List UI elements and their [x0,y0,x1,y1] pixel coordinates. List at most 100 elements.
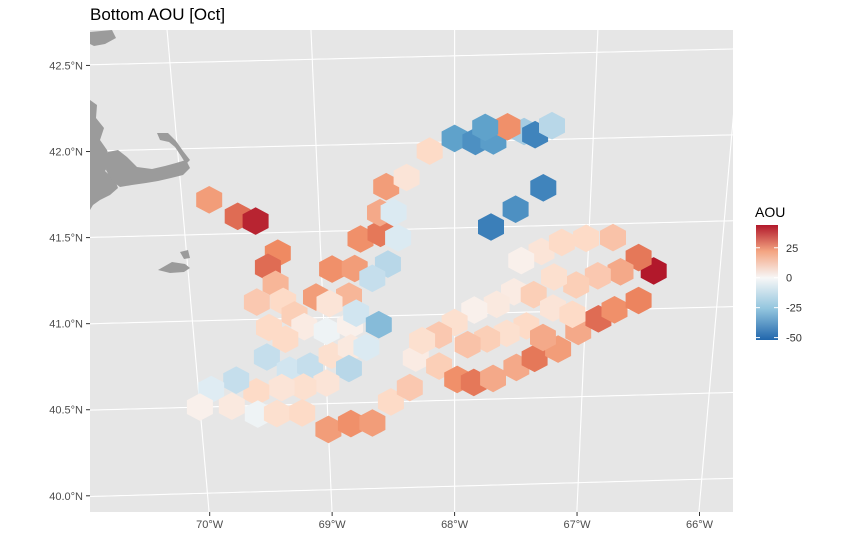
parallel-line [90,306,733,325]
aou-cell [337,409,364,438]
aou-cell [218,392,245,420]
aou-cell [584,262,611,290]
aou-cell [263,399,290,428]
aou-cell [380,198,407,227]
legend-tick-label: 0 [786,273,792,285]
aou-cell [313,317,340,345]
land-martha-vineyard [158,262,190,273]
parallel-line [90,48,733,66]
aou-cell [478,213,504,241]
y-tick-label: 42.5°N [49,60,83,72]
aou-cell [441,124,468,153]
aou-cell [559,300,586,329]
aou-cell [223,366,250,394]
x-tick-label: 70°W [196,519,224,531]
parallel-line [90,134,733,152]
parallel-line [90,477,733,498]
aou-cell [494,113,521,141]
aou-cell [290,373,317,401]
aou-cell [472,113,499,142]
aou-cell [563,271,590,299]
aou-cell [625,286,652,315]
legend-tick-label: -50 [786,333,802,345]
legend-colorbar [756,225,778,340]
aou-cell [313,369,340,397]
aou-cell [454,330,481,359]
aou-cell [396,373,423,402]
aou-cell [385,224,412,252]
y-tick-label: 42.0°N [49,147,83,159]
aou-cell [480,364,506,393]
aou-cell [600,223,626,252]
aou-cell [297,352,324,380]
land-mainland [90,100,118,210]
aou-cell [530,323,556,352]
parallel-line [90,220,733,238]
aou-cells [186,111,667,444]
land-cape-cod-tip [157,133,190,164]
aou-cell [416,137,443,165]
x-tick-label: 68°W [441,519,469,531]
axes: 70°W 69°W 68°W 67°W 66°W 42.5°N 42.0°N 41.5°N 41… [49,60,713,531]
aou-cell [373,172,400,201]
aou-cell [316,289,343,318]
legend-ticks: 25 0 -25 -50 [756,243,802,345]
y-tick-label: 40.0°N [49,491,83,503]
aou-cell [336,354,362,383]
aou-cell [493,319,520,348]
aou-cell [319,255,346,283]
land-cape-cod [106,150,190,187]
aou-cell [343,299,370,327]
aou-cell [461,296,488,324]
land-mass [90,30,190,273]
aou-cell [196,186,223,214]
aou-cell [539,111,565,140]
aou-cell [377,388,404,416]
aou-cell [242,207,269,235]
aou-cell [253,343,280,371]
aou-cell [353,333,380,362]
aou-cell [548,228,575,257]
aou-cell [268,373,295,402]
aou-cell [601,296,628,324]
aou-cell [521,344,548,373]
aou-cell [508,246,535,275]
aou-cell [243,288,270,316]
aou-cell [502,195,529,223]
aou-cell [528,237,555,266]
legend-tick-label: -25 [786,303,802,315]
parallel-line [90,391,733,411]
plot-title: Bottom AOU [Oct] [90,5,225,24]
aou-cell [359,264,386,293]
aou-cell [347,225,374,253]
graticule [90,30,733,512]
aou-cell [365,310,392,339]
x-tick-label: 66°W [686,519,714,531]
aou-cell [186,393,213,421]
y-tick-label: 40.5°N [49,405,83,417]
aou-cell [256,313,282,342]
y-tick-label: 41.5°N [49,233,83,245]
plot-panel [90,30,733,512]
x-tick-label: 67°W [564,519,592,531]
legend-title: AOU [755,204,785,220]
aou-cell [409,326,436,355]
aou-cell [483,290,510,319]
aou-cell [289,399,316,427]
land-northern-shore [90,30,116,46]
aou-cell [607,258,634,286]
legend-tick-label: 25 [786,243,798,255]
y-tick-label: 41.0°N [49,319,83,331]
aou-cell [530,174,557,202]
aou-cell [315,415,342,444]
land-nantucket [180,250,190,259]
aou-cell [243,378,270,406]
aou-cell [573,224,600,253]
aou-cell [541,263,567,291]
aou-cell [359,409,386,437]
x-tick-label: 69°W [319,519,347,531]
meridian-line [698,113,733,512]
meridian-line [166,30,210,512]
